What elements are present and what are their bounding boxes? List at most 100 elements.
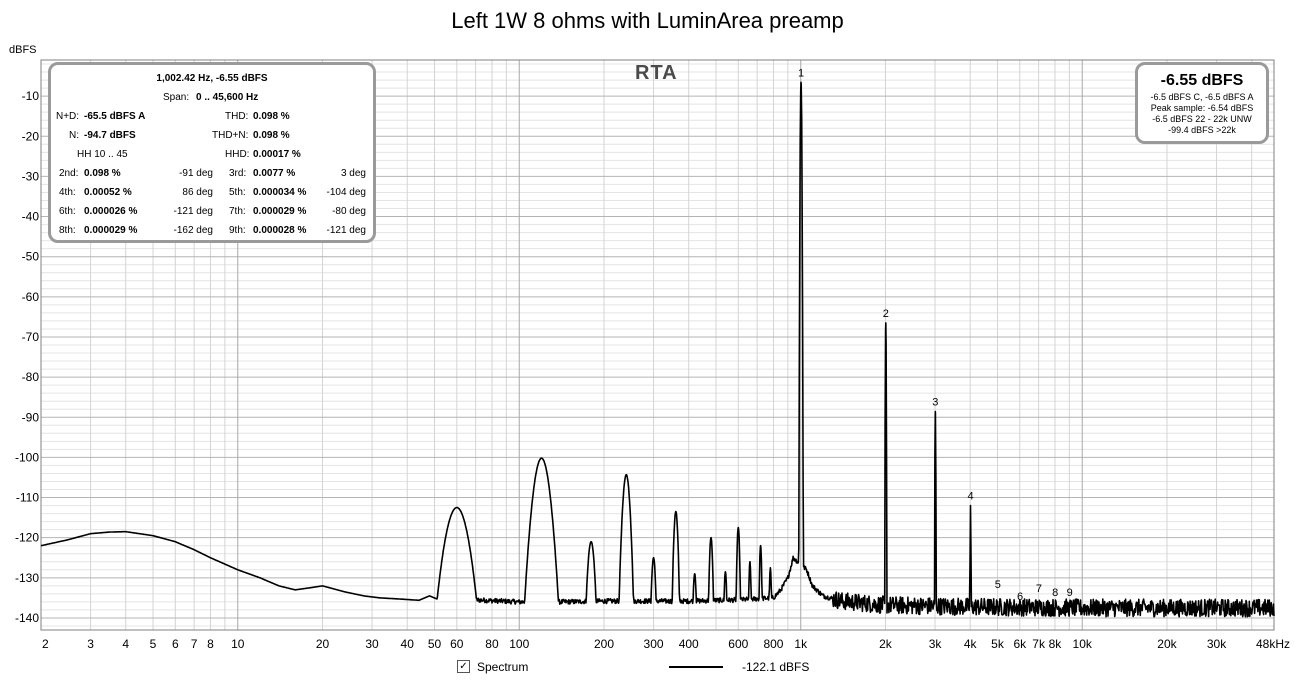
- x-tick-label: 100: [509, 637, 529, 651]
- plot-area-frame: [40, 59, 1275, 631]
- hhd-value: 0.00017 %: [253, 149, 301, 160]
- harmonic-marker-label: 3: [932, 397, 938, 409]
- x-tick-label: 3: [87, 637, 94, 651]
- peak-level-panel[interactable]: -6.55 dBFS -6.5 dBFS C, -6.5 dBFS A Peak…: [1135, 62, 1269, 144]
- harmonic-value: 0.0077 %: [253, 168, 296, 179]
- harmonic-value: 0.000029 %: [84, 225, 138, 236]
- x-tick-label: 1k: [794, 637, 808, 651]
- noise-value: -94.7 dBFS: [84, 130, 136, 141]
- x-tick-label: 10: [231, 637, 245, 651]
- harmonic-markers: 1 2 3 4 5 6 7 8 9: [798, 67, 1073, 603]
- harmonic-marker-label: 9: [1067, 587, 1073, 599]
- y-tick-label: -50: [22, 250, 40, 264]
- x-tick-label: 2: [42, 637, 49, 651]
- span-value: 0 .. 45,600 Hz: [196, 92, 259, 103]
- statistics-panel[interactable]: 1,002.42 Hz, -6.55 dBFS Span: 0 .. 45,60…: [48, 62, 376, 243]
- x-tick-label: 300: [644, 637, 664, 651]
- x-tick-label: 7k: [1032, 637, 1046, 651]
- legend-level-value: -122.1 dBFS: [742, 660, 810, 674]
- nd-value: -65.5 dBFS A: [84, 111, 146, 122]
- y-tick-label: -80: [22, 370, 40, 384]
- y-tick-label: -90: [22, 410, 40, 424]
- chart-title: Left 1W 8 ohms with LuminArea preamp: [451, 8, 844, 33]
- x-tick-label: 30: [365, 637, 379, 651]
- x-tick-label: 10k: [1073, 637, 1093, 651]
- y-tick-label: -70: [22, 330, 40, 344]
- x-tick-label: 2k: [879, 637, 893, 651]
- harmonic-marker-label: 4: [967, 491, 973, 503]
- hh-range-label: HH 10 .. 45: [77, 149, 128, 160]
- x-tick-label: 6: [172, 637, 179, 651]
- thdn-label: THD+N:: [212, 130, 249, 141]
- harmonic-label: 8th:: [59, 225, 76, 236]
- x-tick-label: 30k: [1207, 637, 1227, 651]
- x-tick-label: 80: [485, 637, 499, 651]
- peak-line-above-22k: -99.4 dBFS >22k: [1168, 125, 1236, 135]
- harmonic-marker-label: 5: [995, 579, 1001, 591]
- harmonic-marker-label: 1: [798, 67, 804, 79]
- harmonic-row: 8th: 0.000029 % -162 deg 9th: 0.000028 % -121…: [51, 221, 373, 240]
- harmonic-label: 2nd:: [59, 168, 79, 179]
- x-tick-label: 7: [191, 637, 198, 651]
- x-tick-label: 800: [763, 637, 783, 651]
- y-tick-label: -40: [22, 210, 40, 224]
- x-tick-label: 5k: [991, 637, 1005, 651]
- x-tick-label: 8k: [1049, 637, 1063, 651]
- harmonic-phase: 3 deg: [340, 168, 366, 179]
- x-tick-label: 4k: [964, 637, 978, 651]
- x-tick-label: 48kHz: [1256, 637, 1290, 651]
- x-tick-label: 50: [428, 637, 442, 651]
- harmonic-marker-label: 8: [1052, 587, 1058, 599]
- frequency-readout: 1,002.42 Hz, -6.55 dBFS: [156, 73, 268, 84]
- y-tick-label: -130: [15, 571, 39, 585]
- harmonic-value: 0.000028 %: [253, 225, 307, 236]
- thd-value: 0.098 %: [253, 111, 290, 122]
- harmonic-row: 2nd: 0.098 % -91 deg 3rd: 0.0077 % 3 deg: [51, 164, 373, 183]
- harmonic-row: 6th: 0.000026 % -121 deg 7th: 0.000029 % -80 …: [51, 202, 373, 221]
- legend: ✓ Spectrum -122.1 dBFS: [0, 657, 1295, 679]
- series-layer: [40, 81, 1275, 618]
- harmonic-value: 0.000026 %: [84, 206, 138, 217]
- x-tick-label: 5: [150, 637, 157, 651]
- y-tick-label: -60: [22, 290, 40, 304]
- harmonic-phase: -162 deg: [173, 225, 213, 236]
- harmonic-marker-label: 7: [1036, 583, 1042, 595]
- harmonic-marker-label: 2: [883, 308, 889, 320]
- harmonic-value: 0.098 %: [84, 168, 121, 179]
- hhd-label: HHD:: [225, 149, 250, 160]
- x-tick-label: 20: [316, 637, 330, 651]
- spectrum-checkbox[interactable]: ✓: [457, 660, 470, 673]
- harmonic-row: 4th: 0.00052 % 86 deg 5th: 0.000034 % -104 de…: [51, 183, 373, 202]
- x-tick-label: 3k: [929, 637, 943, 651]
- thdn-value: 0.098 %: [253, 130, 290, 141]
- harmonic-value: 0.00052 %: [84, 187, 132, 198]
- harmonic-label: 5th:: [229, 187, 246, 198]
- harmonic-value: 0.000034 %: [253, 187, 307, 198]
- y-tick-label: -30: [22, 169, 40, 183]
- harmonic-phase: -121 deg: [173, 206, 213, 217]
- y-tick-label: -100: [15, 450, 39, 464]
- harmonic-label: 9th:: [229, 225, 246, 236]
- peak-main-value: -6.55 dBFS: [1160, 72, 1244, 89]
- span-label: Span:: [163, 92, 190, 103]
- harmonic-phase: 86 deg: [182, 187, 213, 198]
- harmonic-phase: -104 deg: [326, 187, 366, 198]
- y-tick-label: -110: [16, 491, 39, 505]
- spectrum-legend-label[interactable]: Spectrum: [477, 660, 529, 674]
- nd-label: N+D:: [56, 111, 80, 122]
- thd-label: THD:: [225, 111, 249, 122]
- noise-label: N:: [69, 130, 79, 141]
- x-tick-label: 8: [207, 637, 214, 651]
- harmonic-value: 0.000029 %: [253, 206, 307, 217]
- x-tick-label: 60: [450, 637, 464, 651]
- y-axis-label: dBFS: [9, 44, 37, 56]
- y-tick-label: -120: [15, 531, 39, 545]
- harmonic-label: 3rd:: [229, 168, 247, 179]
- harmonic-phase: -121 deg: [326, 225, 366, 236]
- y-tick-label: -10: [22, 89, 40, 103]
- peak-line-unweighted: -6.5 dBFS 22 - 22k UNW: [1152, 114, 1252, 124]
- y-tick-label: -20: [22, 129, 40, 143]
- harmonic-label: 6th:: [59, 206, 76, 217]
- x-tick-label: 600: [728, 637, 748, 651]
